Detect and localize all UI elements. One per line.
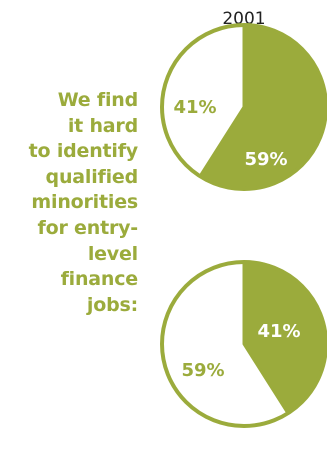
question-line: for entry- — [37, 216, 139, 239]
question-line: minorities — [31, 191, 138, 214]
question-line: We find — [57, 89, 138, 111]
pie-slice-label: 41% — [257, 321, 300, 342]
question-line: level — [87, 242, 138, 265]
question-line: qualified — [45, 165, 139, 188]
question-text: We find it hard to identify qualified mi… — [4, 88, 139, 318]
question-line: jobs: — [86, 293, 138, 316]
question-line: it hard — [67, 114, 138, 137]
pie-outline — [160, 260, 327, 428]
pie-chart-2007: 200741%59% — [160, 260, 327, 428]
question-line: finance — [60, 268, 139, 291]
pie-slice-label: 41% — [173, 97, 216, 118]
pie-slice-label: 59% — [181, 360, 224, 381]
pie-outline — [160, 23, 327, 191]
question-line: to identify — [28, 140, 139, 163]
pie-slice-label: 59% — [244, 149, 287, 170]
